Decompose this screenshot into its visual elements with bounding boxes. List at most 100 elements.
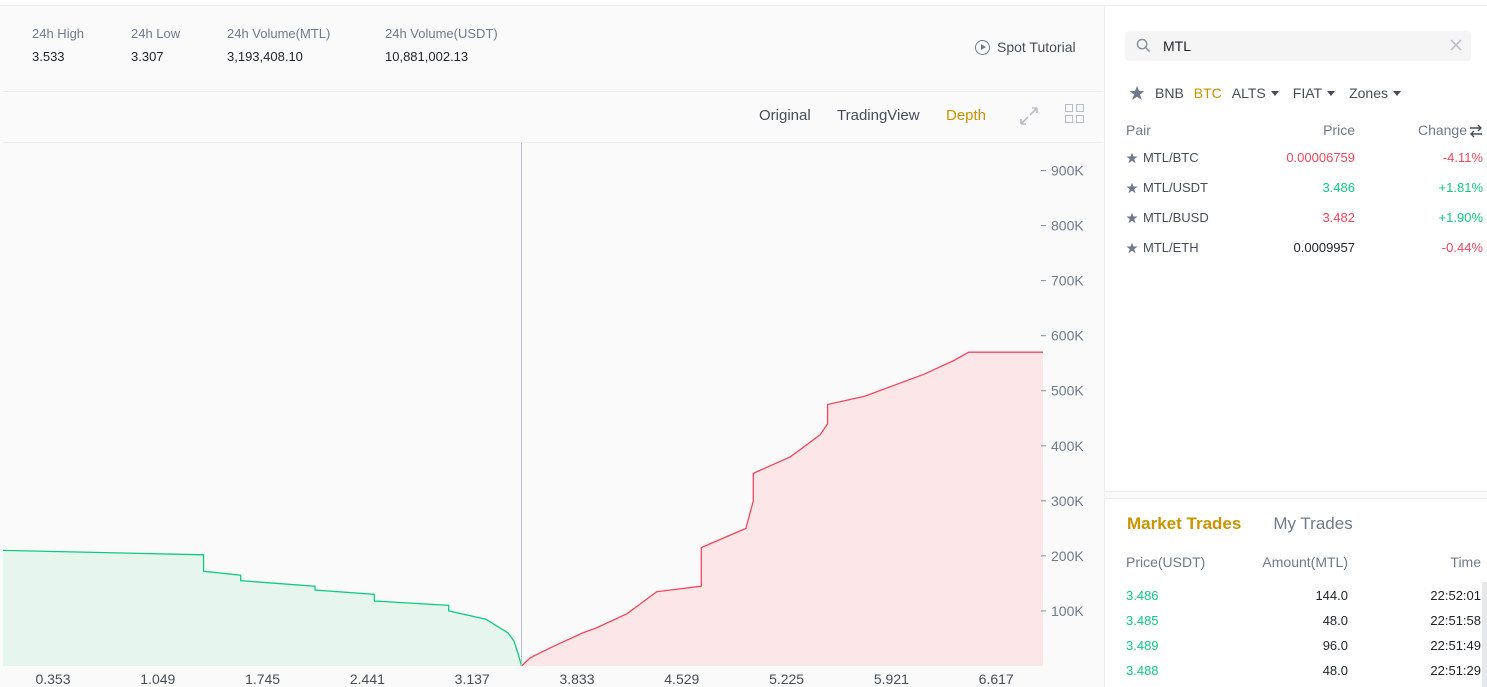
pair-price: 0.0009957	[1293, 240, 1355, 255]
pair-row[interactable]: MTL/BUSD 3.482 +1.90%	[1125, 210, 1485, 232]
trade-time: 22:51:49	[1430, 638, 1481, 653]
tab-btc[interactable]: BTC	[1193, 85, 1222, 101]
tab-my-trades[interactable]: My Trades	[1273, 514, 1353, 533]
section-divider	[1105, 491, 1487, 499]
pair-row[interactable]: MTL/USDT 3.486 +1.81%	[1125, 180, 1485, 202]
stat-value: 3.533	[32, 49, 65, 64]
trade-row: 3.486 144.0 22:52:01	[1125, 588, 1485, 608]
pair-price: 0.00006759	[1286, 150, 1355, 165]
caret-down-icon	[1393, 90, 1401, 96]
x-tick-label: 6.617	[979, 671, 1014, 687]
stat-24h-volume-usdt: 24h Volume(USDT) 10,881,002.13	[385, 26, 498, 64]
market-tabs: BNB BTC ALTS FIAT Zones	[1129, 83, 1411, 103]
pair-change: -0.44%	[1441, 240, 1483, 255]
pair-row[interactable]: MTL/BTC 0.00006759 -4.11%	[1125, 150, 1485, 172]
stat-label: 24h Volume(USDT)	[385, 26, 498, 41]
x-tick-label: 2.441	[350, 671, 385, 687]
pairs-header-change[interactable]: Change	[1417, 122, 1467, 138]
trade-time: 22:52:01	[1430, 588, 1481, 603]
trade-amount: 48.0	[1322, 663, 1348, 678]
pair-name: MTL/USDT	[1143, 180, 1208, 195]
pair-name: MTL/BTC	[1143, 150, 1199, 165]
x-tick-label: 5.921	[874, 671, 909, 687]
tab-zones-label: Zones	[1349, 85, 1388, 101]
trade-price: 3.489	[1126, 638, 1159, 653]
trade-price: 3.485	[1126, 613, 1159, 628]
tab-alts[interactable]: ALTS	[1232, 85, 1279, 101]
market-sidebar: BNB BTC ALTS FIAT Zones Pair Price Chang…	[1105, 7, 1487, 687]
star-icon[interactable]	[1126, 212, 1138, 224]
star-icon[interactable]	[1126, 242, 1138, 254]
stat-value: 3,193,408.10	[227, 49, 303, 64]
pairs-header-price[interactable]: Price	[1323, 122, 1355, 138]
tab-depth[interactable]: Depth	[946, 107, 987, 124]
stat-24h-volume-mtl: 24h Volume(MTL) 3,193,408.10	[227, 26, 330, 64]
pair-name: MTL/ETH	[1143, 240, 1199, 255]
trades-header-amount: Amount(MTL)	[1262, 554, 1348, 570]
trade-row: 3.488 48.0 22:51:29	[1125, 663, 1485, 683]
close-icon[interactable]	[1449, 38, 1463, 52]
stat-label: 24h Volume(MTL)	[227, 26, 331, 41]
asks-line	[521, 351, 1043, 667]
tab-fiat[interactable]: FIAT	[1292, 85, 1336, 101]
trade-price: 3.486	[1126, 588, 1159, 603]
pair-change: -4.11%	[1442, 150, 1483, 165]
search-input[interactable]	[1163, 38, 1443, 54]
y-tick-label: 600K	[1051, 328, 1084, 344]
top-strip	[0, 0, 1487, 6]
trades-scrollbar[interactable]	[1482, 582, 1487, 687]
stat-label: 24h Low	[131, 26, 181, 41]
pair-search[interactable]	[1125, 31, 1471, 61]
trade-row: 3.485 48.0 22:51:58	[1125, 613, 1485, 633]
bids-area	[3, 550, 522, 666]
y-tick-label: 100K	[1051, 603, 1084, 619]
pair-name: MTL/BUSD	[1143, 210, 1209, 225]
depth-chart[interactable]: 100K 200K 300K 400K 500K 600K 700K 800K 900K 0.35…	[3, 143, 1103, 687]
tab-bnb[interactable]: BNB	[1155, 85, 1184, 101]
grid-layout-icon[interactable]	[1065, 104, 1085, 124]
x-tick-label: 5.225	[769, 671, 804, 687]
trade-time: 22:51:29	[1430, 663, 1481, 678]
spot-tutorial-label: Spot Tutorial	[997, 39, 1076, 55]
x-tick-label: 3.833	[559, 671, 594, 687]
tab-zones[interactable]: Zones	[1349, 85, 1401, 101]
spot-tutorial-link[interactable]: Spot Tutorial	[975, 39, 1076, 55]
x-tick-label: 1.049	[140, 671, 175, 687]
trade-amount: 48.0	[1322, 613, 1348, 628]
x-tick-label: 0.353	[35, 671, 70, 687]
trades-header-time: Time	[1450, 554, 1481, 570]
tab-tradingview[interactable]: TradingView	[837, 107, 920, 124]
trade-time: 22:51:58	[1430, 613, 1481, 628]
chart-toolbar: Original TradingView Depth	[3, 91, 1103, 143]
tab-market-trades[interactable]: Market Trades	[1127, 514, 1242, 533]
favorites-star-icon[interactable]	[1129, 85, 1145, 101]
play-circle-icon	[975, 39, 990, 55]
tab-fiat-label: FIAT	[1292, 85, 1323, 101]
bids-line	[3, 549, 523, 667]
pair-price: 3.482	[1322, 210, 1355, 225]
caret-down-icon	[1270, 90, 1279, 96]
pairs-header-pair[interactable]: Pair	[1126, 122, 1151, 138]
depth-chart-svg: 100K 200K 300K 400K 500K 600K 700K 800K 900K 0.35…	[3, 143, 1084, 687]
trades-tabs: Market Trades My Trades	[1127, 514, 1353, 534]
search-icon	[1136, 38, 1151, 53]
star-icon[interactable]	[1126, 182, 1138, 194]
pair-row[interactable]: MTL/ETH 0.0009957 -0.44%	[1125, 240, 1485, 262]
y-tick-label: 200K	[1051, 548, 1084, 564]
trade-amount: 96.0	[1322, 638, 1348, 653]
y-tick-label: 400K	[1051, 438, 1084, 454]
pair-price: 3.486	[1322, 180, 1355, 195]
x-tick-label: 1.745	[245, 671, 280, 687]
swap-arrows-icon[interactable]	[1469, 124, 1483, 138]
pair-change: +1.81%	[1438, 180, 1483, 195]
stat-24h-low: 24h Low 3.307	[131, 26, 180, 64]
expand-icon[interactable]	[1019, 106, 1039, 126]
star-icon[interactable]	[1126, 152, 1138, 164]
trade-row: 3.489 96.0 22:51:49	[1125, 638, 1485, 658]
stat-label: 24h High	[32, 26, 85, 41]
stat-24h-high: 24h High 3.533	[32, 26, 84, 64]
tab-original[interactable]: Original	[759, 107, 811, 124]
y-tick-label: 300K	[1051, 493, 1084, 509]
pair-change: +1.90%	[1438, 210, 1483, 225]
trade-price: 3.488	[1126, 663, 1159, 678]
